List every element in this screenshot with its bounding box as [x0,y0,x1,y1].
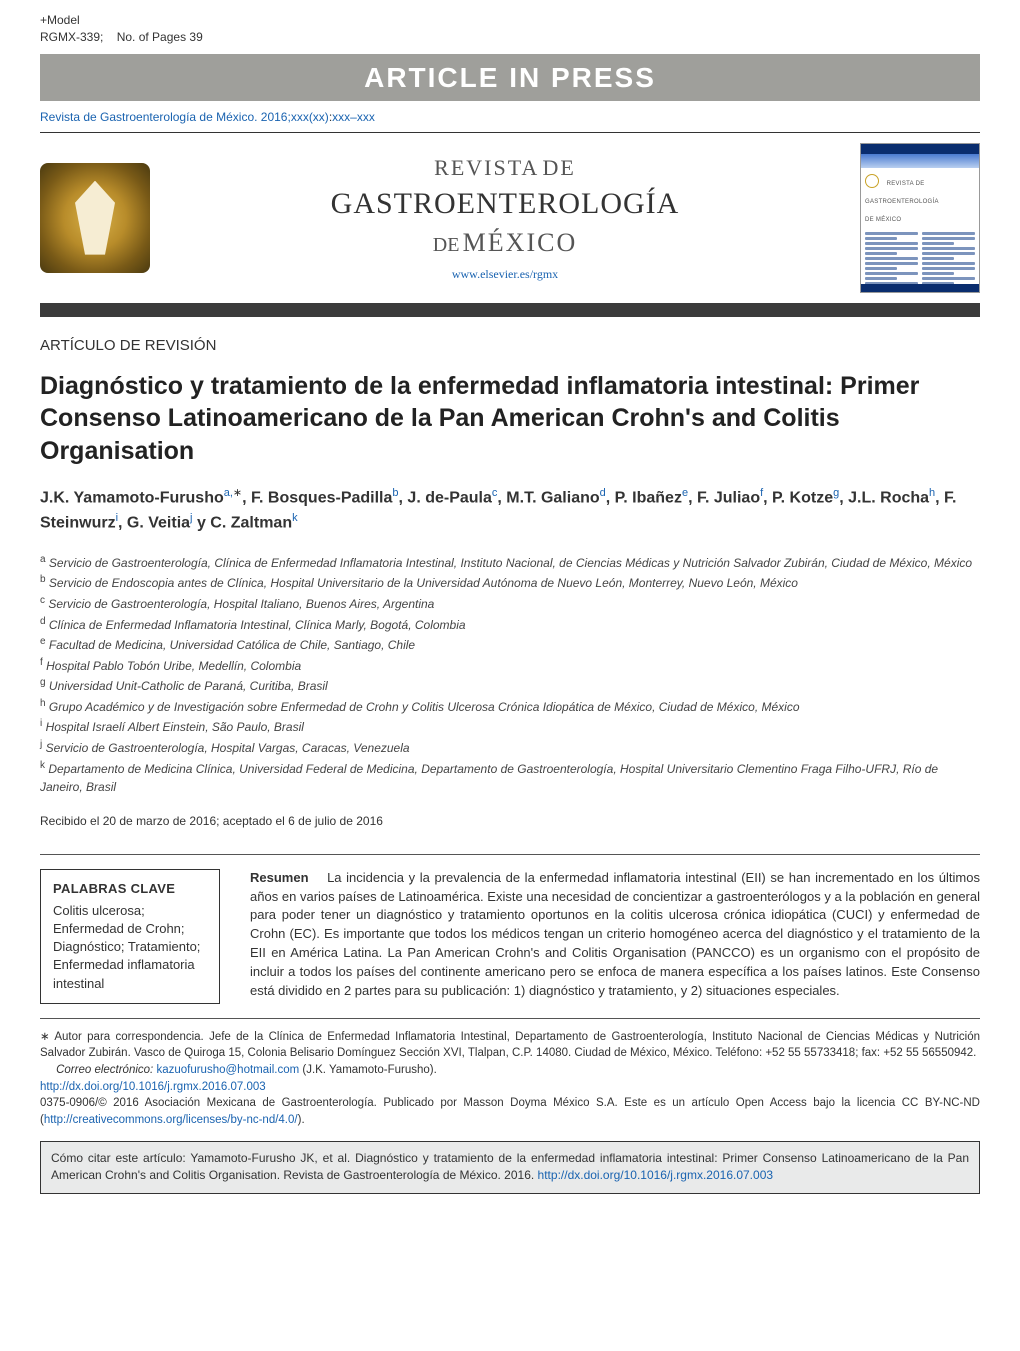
how-to-cite-doi-link[interactable]: http://dx.doi.org/10.1016/j.rgmx.2016.07… [538,1168,774,1182]
article-content: ARTÍCULO DE REVISIÓN Diagnóstico y trata… [0,317,1020,1019]
corresponding-email-author: (J.K. Yamamoto-Furusho). [299,1064,437,1076]
cover-emblem-icon [865,174,879,188]
journal-banner: REVISTA DE GASTROENTEROLOGÍA DE MÉXICO w… [0,143,1020,303]
journal-logo-icon [40,163,150,273]
citation-line: Revista de Gastroenterología de México. … [0,109,1020,132]
author-6: , F. Juliao [688,489,760,506]
journal-cover-thumbnail: REVISTA DE GASTROENTEROLOGÍA DE MÉXICO [860,143,980,293]
article-dates: Recibido el 20 de marzo de 2016; aceptad… [40,813,980,830]
citation-pages: xxx–xxx [332,110,375,124]
author-y: y [193,515,211,532]
author-5: , P. Ibañez [606,489,682,506]
author-1-aff: a, [224,487,233,499]
cover-title-3: DE MÉXICO [865,217,901,223]
corresponding-author: ∗ Autor para correspondencia. Jefe de la… [40,1029,980,1062]
citation-vol: xxx(xx) [291,110,329,124]
author-7: , P. Kotze [763,489,833,506]
abstract-section: PALABRAS CLAVE Colitis ulcerosa; Enferme… [40,854,980,1019]
aff-j: Servicio de Gastroenterología, Hospital … [46,741,410,755]
aff-g: Universidad Unit-Catholic de Paraná, Cur… [49,679,328,693]
corresponding-email-link[interactable]: kazuofurusho@hotmail.com [156,1064,299,1076]
author-4: , M.T. Galiano [497,489,599,506]
author-10: , G. Veitia [118,515,190,532]
aff-b: Servicio de Endoscopia antes de Clínica,… [49,576,798,590]
how-to-cite-text: Cómo citar este artículo: Yamamoto-Furus… [51,1151,969,1182]
model-prefix: +Model [40,13,80,27]
copyright-close: ). [298,1114,305,1126]
keywords-box: PALABRAS CLAVE Colitis ulcerosa; Enferme… [40,869,220,1004]
model-line: +Model RGMX-339; No. of Pages 39 [40,12,980,46]
cover-title-2: GASTROENTEROLOGÍA [865,199,939,205]
abstract-body: Resumen La incidencia y la prevalencia d… [250,869,980,1004]
keywords-list: Colitis ulcerosa; Enfermedad de Crohn; D… [53,902,207,993]
correspondence-block: ∗ Autor para correspondencia. Jefe de la… [0,1029,1020,1129]
aff-i: Hospital Israelí Albert Einstein, São Pa… [46,720,304,734]
author-1-asterisk: ∗ [233,487,242,499]
email-label: Correo electrónico: [56,1064,156,1076]
model-id: RGMX-339; [40,30,103,44]
author-3: , J. de-Paula [399,489,492,506]
author-1: J.K. Yamamoto-Furusho [40,489,224,506]
journal-title-line2: GASTROENTEROLOGÍA [150,183,860,225]
author-11: C. Zaltman [210,515,292,532]
header-separator [40,132,980,133]
journal-url-link[interactable]: www.elsevier.es/rgmx [452,267,558,281]
cover-title-1: REVISTA DE [887,181,925,187]
abstract-text: La incidencia y la prevalencia de la enf… [250,870,980,998]
article-in-press-banner: ARTICLE IN PRESS [40,54,980,101]
article-title: Diagnóstico y tratamiento de la enfermed… [40,370,980,468]
citation-journal: Revista de Gastroenterología de México. … [40,110,291,124]
aff-a: Servicio de Gastroenterología, Clínica d… [49,556,972,570]
journal-title-line3: MÉXICO [463,228,578,257]
abstract-label: Resumen [250,870,309,885]
page-header: +Model RGMX-339; No. of Pages 39 [0,0,1020,50]
affiliations: a Servicio de Gastroenterología, Clínica… [40,552,980,797]
journal-title-block: REVISTA DE GASTROENTEROLOGÍA DE MÉXICO w… [150,153,860,283]
keywords-heading: PALABRAS CLAVE [53,880,207,898]
aff-h: Grupo Académico y de Investigación sobre… [49,700,800,714]
article-type: ARTÍCULO DE REVISIÓN [40,335,980,356]
journal-title-line3-de: DE [433,234,460,256]
banner-dark-bar [40,303,980,317]
cc-license-link[interactable]: http://creativecommons.org/licenses/by-n… [44,1114,298,1126]
journal-title-line1: REVISTA [434,155,539,180]
how-to-cite-box: Cómo citar este artículo: Yamamoto-Furus… [40,1141,980,1194]
journal-title-line1-de: DE [543,155,576,180]
aff-c: Servicio de Gastroenterología, Hospital … [48,597,434,611]
aff-d: Clínica de Enfermedad Inflamatoria Intes… [49,618,466,632]
aff-k: Departamento de Medicina Clínica, Univer… [40,762,938,795]
aff-f: Hospital Pablo Tobón Uribe, Medellín, Co… [46,659,301,673]
aff-e: Facultad de Medicina, Universidad Católi… [49,638,415,652]
author-2: , F. Bosques-Padilla [242,489,392,506]
pages-label: No. of Pages 39 [117,30,203,44]
author-8: , J.L. Rocha [839,489,929,506]
doi-link[interactable]: http://dx.doi.org/10.1016/j.rgmx.2016.07… [40,1081,266,1093]
author-11-aff: k [292,512,298,524]
authors-line: J.K. Yamamoto-Furushoa,∗, F. Bosques-Pad… [40,485,980,536]
